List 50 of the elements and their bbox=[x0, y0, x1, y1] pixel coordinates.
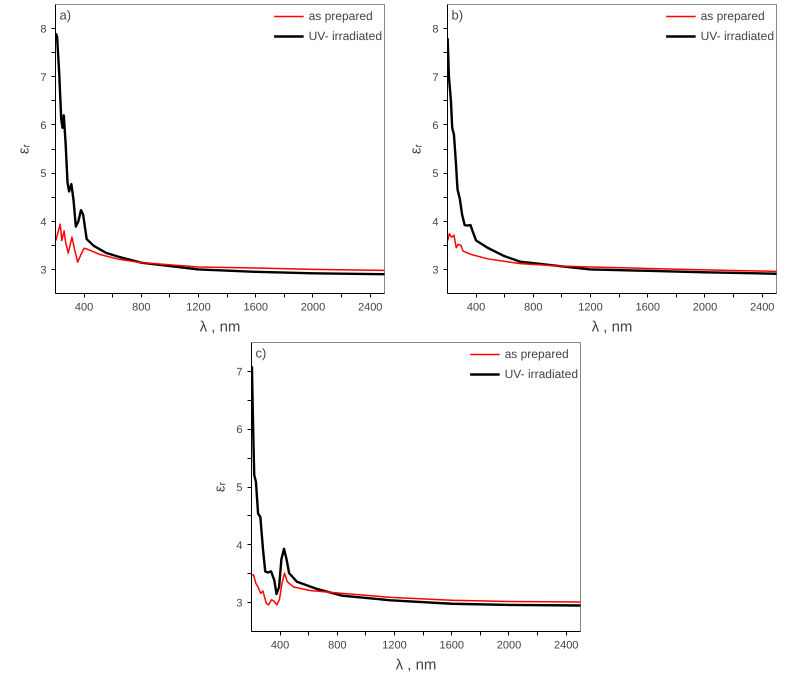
x-tick-label: 1200 bbox=[186, 302, 211, 314]
legend-label: UV- irradiated bbox=[308, 29, 382, 43]
x-tick-label: 2000 bbox=[692, 302, 718, 314]
y-tick-label: 4 bbox=[236, 540, 243, 552]
y-tick-label: 7 bbox=[236, 366, 243, 378]
y-tick-label: 6 bbox=[40, 120, 47, 132]
x-tick-label: 1200 bbox=[578, 302, 603, 314]
y-tick-label: 3 bbox=[432, 264, 439, 276]
annotation: b) bbox=[452, 8, 464, 22]
x-axis-title: λ , nm bbox=[592, 318, 632, 336]
legend-label: UV- irradiated bbox=[700, 29, 774, 43]
y-tick-label: 3 bbox=[236, 598, 243, 610]
x-tick-label: 400 bbox=[466, 302, 486, 314]
x-axis-title: λ , nm bbox=[396, 656, 436, 674]
x-tick-label: 2400 bbox=[750, 302, 774, 314]
y-tick-label: 8 bbox=[40, 24, 47, 36]
y-tick-label: 5 bbox=[236, 482, 243, 494]
x-tick-label: 1600 bbox=[636, 302, 660, 314]
x-tick-label: 2000 bbox=[300, 302, 326, 314]
x-tick-label: 1600 bbox=[244, 302, 268, 314]
legend-label: UV- irradiated bbox=[504, 367, 578, 381]
annotation: c) bbox=[256, 346, 266, 360]
legend-label: as prepared bbox=[308, 9, 373, 23]
y-tick-label: 6 bbox=[236, 424, 243, 436]
y-tick-label: 5 bbox=[432, 168, 439, 180]
x-tick-label: 1200 bbox=[382, 640, 407, 652]
y-axis-title: εᵣ bbox=[407, 143, 424, 154]
y-tick-label: 7 bbox=[40, 72, 47, 84]
annotation: a) bbox=[60, 8, 72, 22]
x-axis-title: λ , nm bbox=[200, 318, 240, 336]
x-tick-label: 1600 bbox=[440, 640, 464, 652]
y-tick-label: 8 bbox=[432, 24, 439, 36]
x-tick-label: 800 bbox=[132, 302, 151, 314]
x-tick-label: 2400 bbox=[554, 640, 578, 652]
y-tick-label: 4 bbox=[432, 216, 439, 228]
x-tick-label: 800 bbox=[328, 640, 347, 652]
y-axis-title: εᵣ bbox=[211, 481, 228, 492]
y-tick-label: 6 bbox=[432, 120, 439, 132]
x-tick-label: 2400 bbox=[358, 302, 382, 314]
y-tick-label: 5 bbox=[40, 168, 47, 180]
y-tick-label: 4 bbox=[40, 216, 47, 228]
y-tick-label: 3 bbox=[40, 264, 47, 276]
y-tick-label: 7 bbox=[432, 72, 439, 84]
x-tick-label: 2000 bbox=[496, 640, 522, 652]
x-tick-label: 800 bbox=[524, 302, 543, 314]
x-tick-label: 400 bbox=[74, 302, 94, 314]
y-axis-title: εᵣ bbox=[15, 143, 32, 154]
legend-label: as prepared bbox=[700, 9, 765, 23]
x-tick-label: 400 bbox=[270, 640, 290, 652]
legend-label: as prepared bbox=[504, 347, 569, 361]
